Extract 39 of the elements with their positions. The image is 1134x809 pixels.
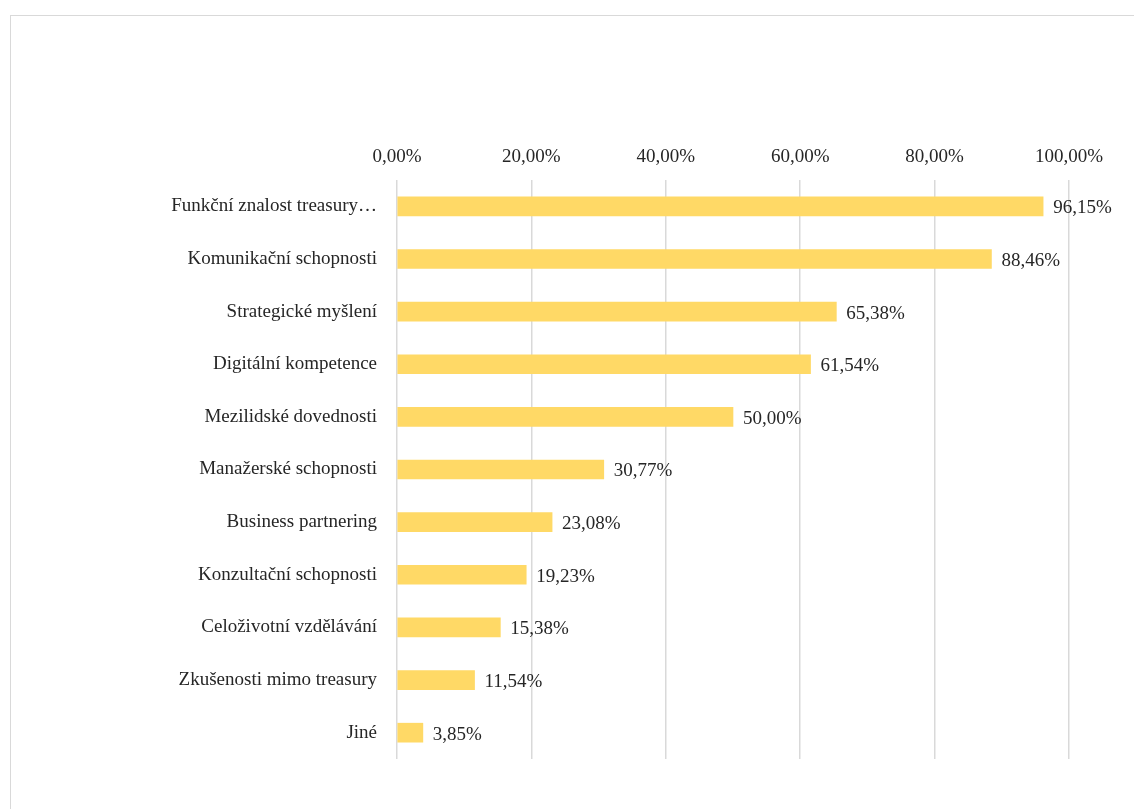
x-tick-label: 60,00% (770, 144, 830, 166)
x-tick-label: 40,00% (636, 144, 696, 166)
data-label: 88,46% (1001, 248, 1061, 270)
data-label: 61,54% (820, 354, 880, 376)
data-label: 23,08% (562, 512, 621, 534)
x-tick-label: 0,00% (372, 144, 422, 166)
y-tick-label: Komunikační schopnosti (187, 246, 377, 268)
y-tick-label: Zkušenosti mimo treasury (178, 668, 378, 690)
y-tick-label: Business partnering (226, 510, 378, 532)
y-tick-label: Konzultační schopnosti (198, 562, 377, 584)
bar (397, 564, 527, 585)
data-label: 15,38% (510, 617, 570, 639)
bar (397, 407, 734, 427)
y-tick-label: Celoživotní vzdělávání (201, 615, 378, 637)
data-label: 19,23% (536, 564, 595, 586)
y-tick-label: Digitální kompetence (212, 352, 377, 374)
bar (397, 249, 992, 269)
x-tick-label: 100,00% (1034, 144, 1104, 166)
bar (397, 459, 605, 480)
y-tick-label: Mezilidské dovednosti (204, 404, 377, 426)
bar (397, 354, 811, 375)
bar (397, 722, 424, 743)
x-tick-label: 80,00% (905, 144, 965, 166)
y-tick-label: Manažerské schopnosti (199, 457, 377, 479)
y-tick-label: Funkční znalost treasury… (171, 194, 377, 216)
y-tick-label: Strategické myšlení (226, 299, 378, 321)
bar (397, 670, 475, 690)
bar (397, 617, 501, 638)
data-label: 3,85% (432, 722, 483, 744)
data-label: 50,00% (743, 406, 802, 428)
data-label: 65,38% (846, 301, 906, 323)
data-label: 11,54% (484, 670, 543, 692)
bar (397, 301, 837, 322)
x-tick-label: 20,00% (502, 144, 561, 166)
bar (397, 196, 1044, 217)
y-tick-label: Jiné (346, 720, 377, 742)
bar (397, 512, 553, 532)
data-label: 96,15% (1053, 196, 1112, 218)
data-label: 30,77% (613, 459, 673, 481)
